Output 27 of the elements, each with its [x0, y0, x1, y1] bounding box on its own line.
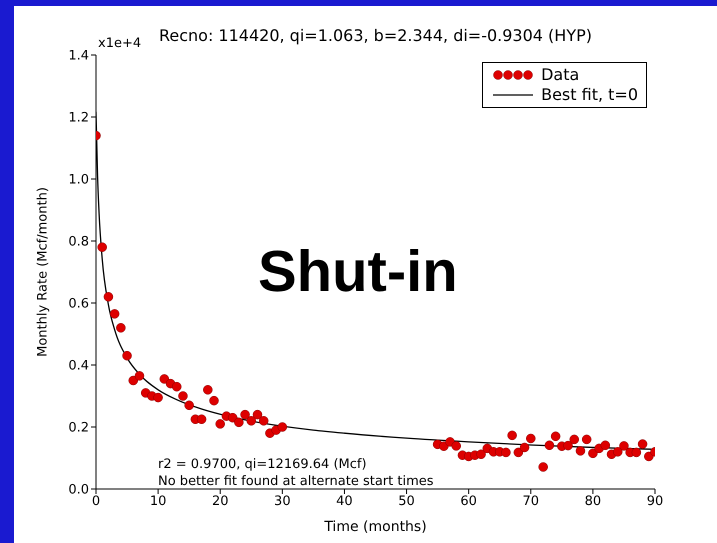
x-axis-title: Time (months) — [323, 519, 427, 535]
x-tick-label: 0 — [92, 494, 100, 510]
annotation: r2 = 0.9700, qi=12169.64 (Mcf) — [158, 457, 367, 472]
x-tick-label: 40 — [336, 494, 353, 510]
x-tick-label: 60 — [460, 494, 477, 510]
y-tick-label: 1.4 — [68, 48, 89, 64]
y-tick-label: 0.2 — [68, 420, 89, 436]
x-tick-label: 20 — [212, 494, 228, 510]
x-tick-label: 90 — [646, 494, 664, 510]
x-tick-label: 80 — [584, 494, 602, 510]
x-tick-label: 30 — [274, 494, 291, 510]
x-tick-label: 50 — [398, 494, 415, 510]
x-tick-label: 70 — [522, 494, 540, 510]
y-tick-label: 0.6 — [68, 296, 89, 312]
annotation: Shut-in — [258, 238, 458, 305]
text: x1e+4 — [98, 36, 142, 51]
legend-label: Best fit, t=0 — [541, 85, 638, 105]
chart-title: Recno: 114420, qi=1.063, b=2.344, di=-0.9304 (HYP) — [158, 26, 592, 45]
y-tick-label: 0.8 — [68, 234, 89, 250]
annotation: No better fit found at alternate start times — [158, 474, 434, 489]
y-tick-label: 0.0 — [68, 482, 89, 498]
y-tick-label: 0.4 — [68, 358, 89, 374]
y-tick-label: 1.2 — [68, 110, 89, 126]
x-tick-label: 10 — [150, 494, 166, 510]
y-axis-title: Monthly Rate (Mcf/month) — [36, 187, 51, 357]
y-tick-label: 1.0 — [68, 172, 89, 188]
legend-label: Data — [541, 65, 580, 85]
